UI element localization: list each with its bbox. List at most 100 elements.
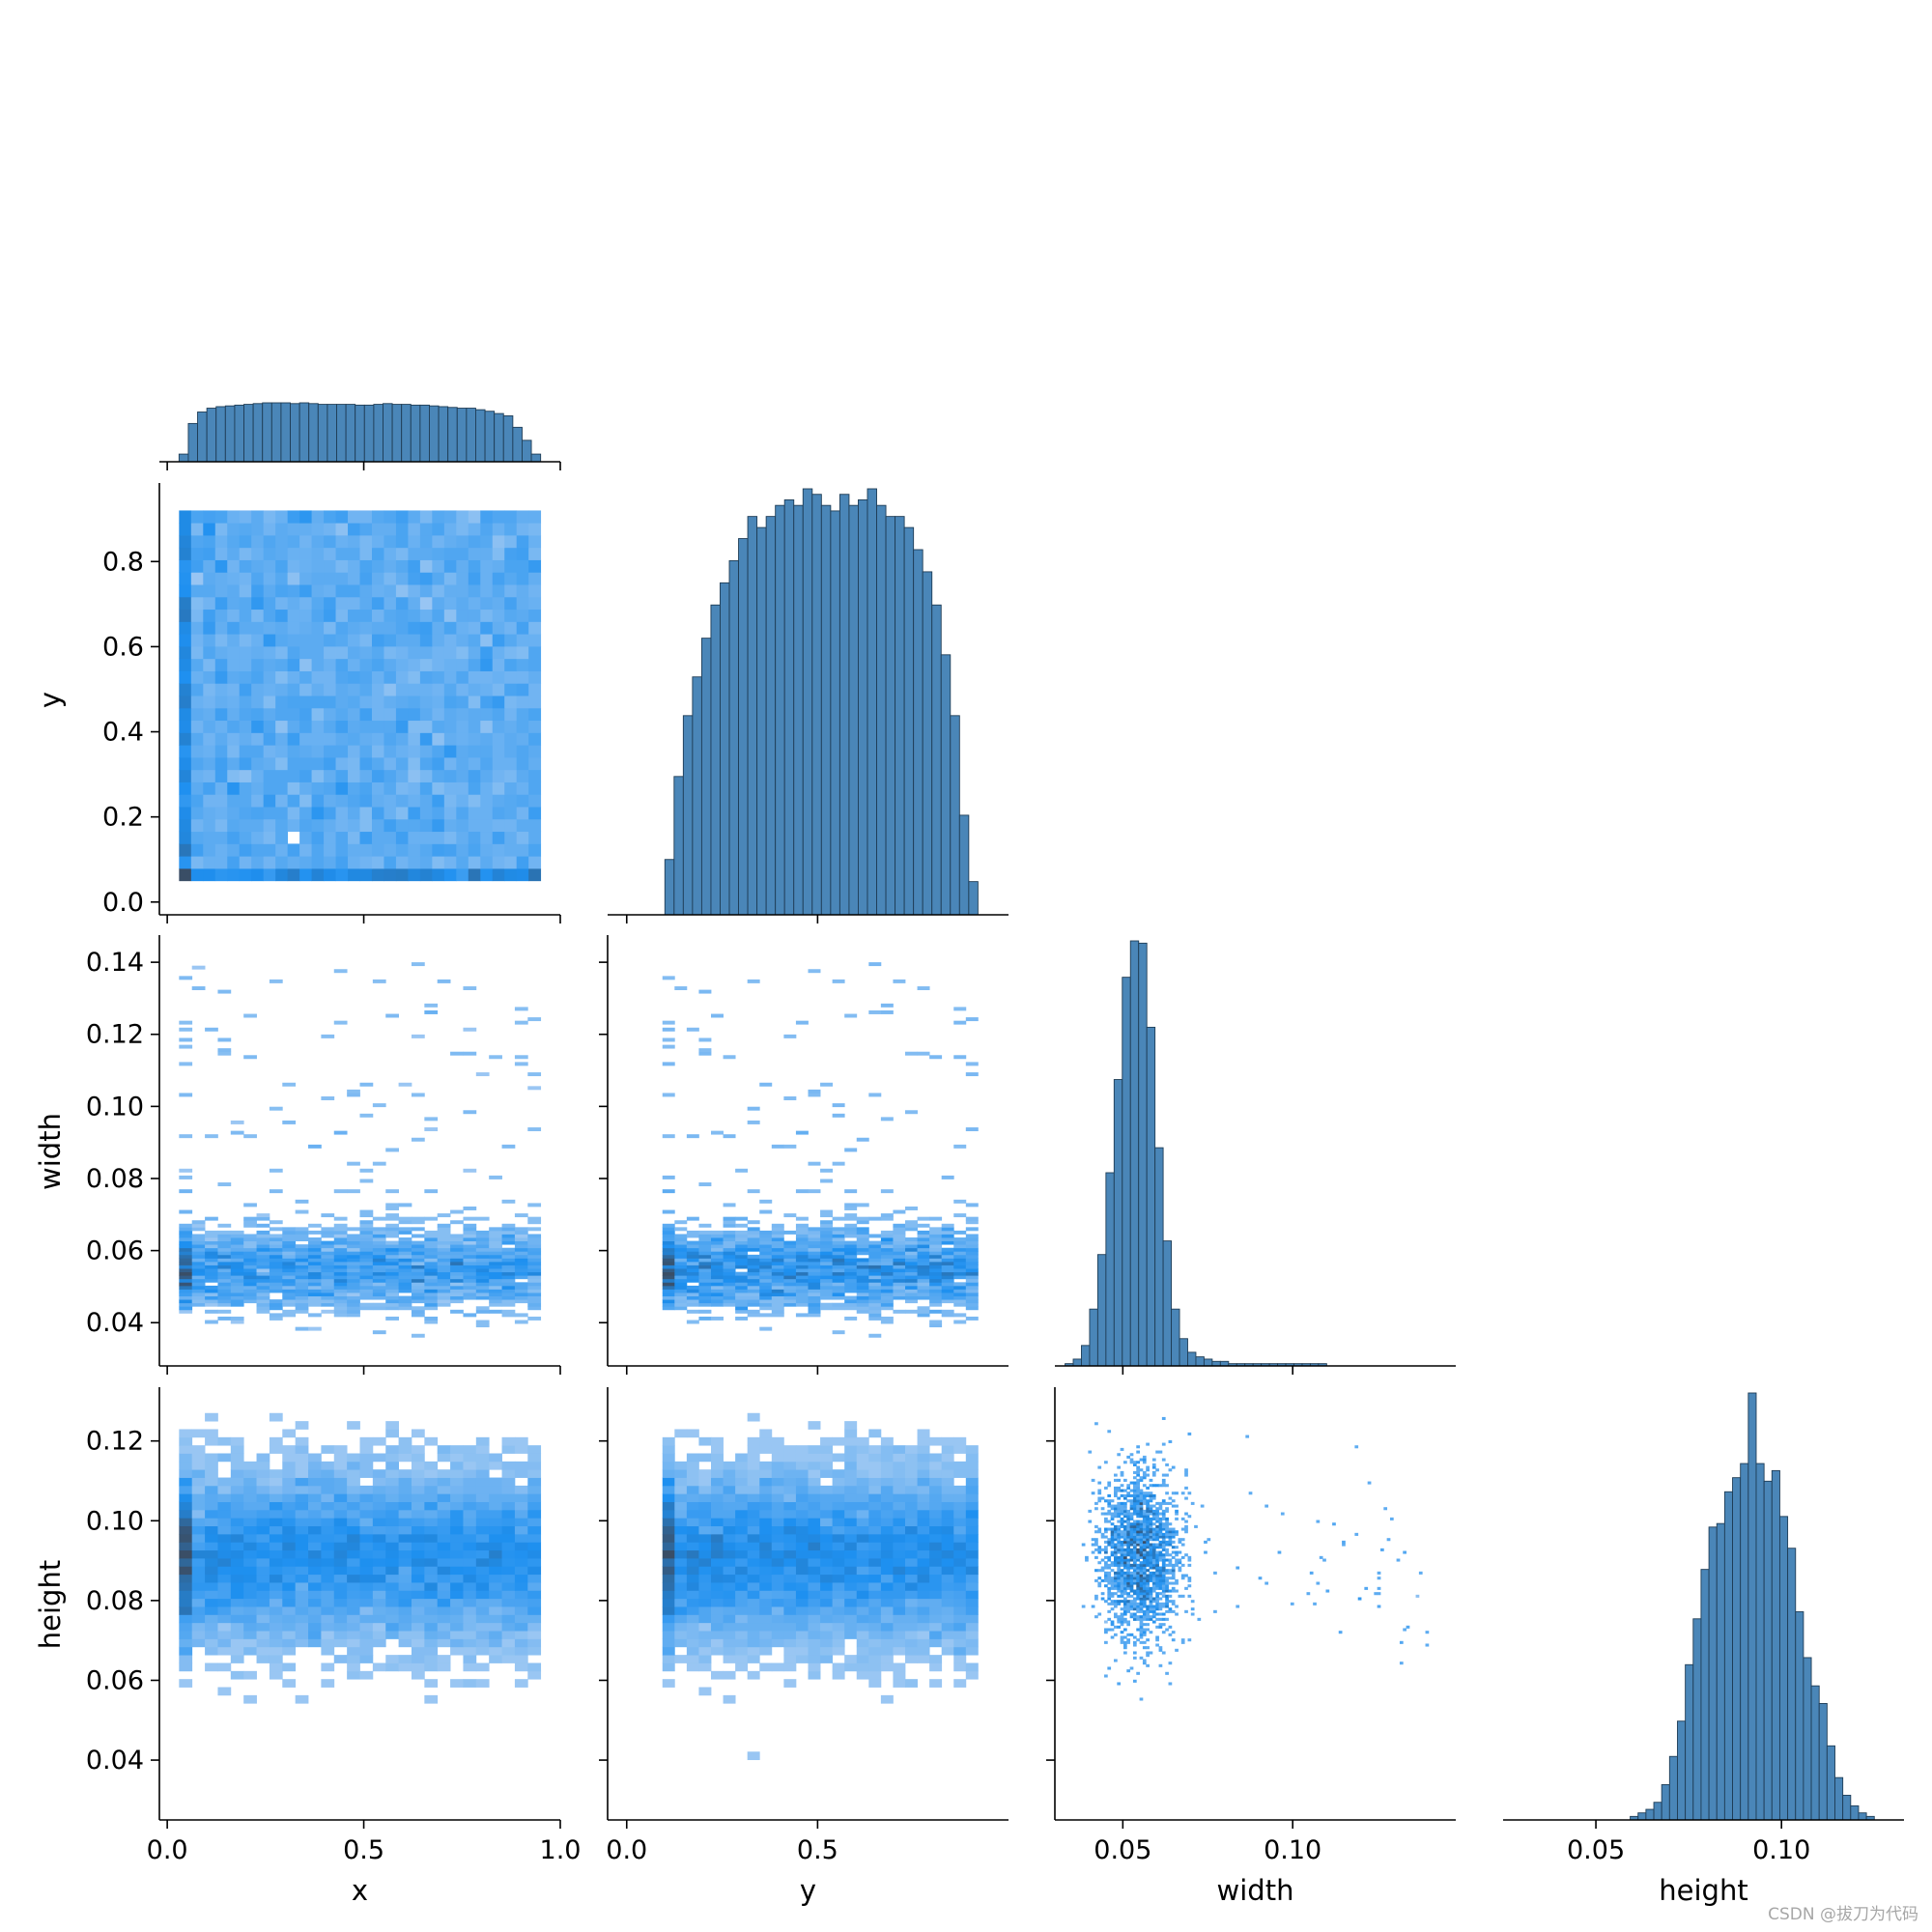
width-vs-height-cell <box>1142 1530 1147 1534</box>
x-vs-width-cell <box>205 1275 218 1280</box>
x-vs-height-cell <box>359 1445 374 1454</box>
x-vs-height-cell <box>463 1590 477 1600</box>
x-vs-height-cell <box>424 1477 439 1487</box>
x-vs-y-cell <box>408 781 421 795</box>
y-vs-height-cell <box>965 1542 979 1551</box>
x-vs-y-cell <box>227 547 241 560</box>
x-vs-height-cell <box>230 1670 244 1680</box>
y-vs-height-cell <box>905 1622 918 1632</box>
y-vs-height-cell <box>856 1445 869 1454</box>
y-vs-height-cell <box>783 1631 797 1639</box>
x-vs-width-cell <box>230 1268 244 1273</box>
x-vs-width-cell <box>179 1175 193 1179</box>
y-vs-width-cell <box>941 1254 954 1259</box>
x-vs-width-cell <box>463 986 477 991</box>
y-vs-height-cell <box>723 1493 736 1502</box>
y-vs-height-cell <box>917 1453 930 1463</box>
y-vs-height-cell <box>710 1614 724 1624</box>
x-vs-y-cell <box>299 658 312 671</box>
x-vs-y-cell <box>251 843 265 857</box>
x-vs-width-cell <box>527 1216 542 1221</box>
y-vs-width-cell <box>880 1009 894 1014</box>
x-vs-width-cell <box>437 1302 451 1307</box>
y-vs-height-cell <box>662 1477 675 1487</box>
x-vs-height-cell <box>527 1477 542 1487</box>
x-vs-y-cell <box>395 732 409 746</box>
x-vs-y-cell <box>324 523 336 536</box>
width-vs-height-cell <box>1142 1605 1147 1608</box>
x-vs-y-cell <box>408 559 421 573</box>
y-vs-width-cell <box>735 1251 749 1256</box>
y-vs-width-cell <box>832 1113 845 1118</box>
x-vs-width-cell <box>179 1230 193 1235</box>
x-hist-bar <box>373 404 384 463</box>
x-vs-height-cell <box>295 1590 309 1600</box>
x-vs-height-cell <box>372 1477 386 1487</box>
y-vs-width-cell <box>759 1275 773 1280</box>
x-vs-y-cell <box>395 634 409 647</box>
y-vs-height-cell <box>832 1542 845 1551</box>
y-vs-width-cell <box>735 1282 749 1287</box>
y-vs-height-cell <box>808 1542 821 1551</box>
y-vs-width-cell <box>759 1326 773 1331</box>
width-vs-height-cell <box>1094 1569 1098 1573</box>
x-vs-height-cell <box>308 1525 322 1535</box>
x-vs-height-cell <box>372 1485 386 1494</box>
y-vs-height-cell <box>856 1533 869 1543</box>
x-hist-bar <box>317 404 328 463</box>
y-vs-width-cell <box>662 1258 675 1263</box>
y-vs-width-cell <box>783 1247 797 1252</box>
x-vs-width-cell <box>256 1213 270 1218</box>
y-vs-height-cell <box>941 1574 954 1583</box>
y-vs-height-cell <box>893 1582 906 1591</box>
y-vs-width-cell <box>710 1240 724 1245</box>
x-vs-width-cell <box>527 1278 542 1283</box>
y-vs-width-cell <box>686 1289 699 1293</box>
y-vs-width-cell <box>965 1271 979 1276</box>
width-vs-height-cell <box>1122 1538 1127 1542</box>
width-vs-height-cell <box>1126 1571 1131 1575</box>
x-vs-width-cell <box>282 1282 297 1287</box>
y-vs-width-cell <box>868 1316 882 1321</box>
x-vs-y-cell <box>419 707 433 722</box>
y-vs-height-cell <box>662 1509 675 1519</box>
y-vs-height-cell <box>941 1525 954 1535</box>
x-vs-y-cell <box>408 831 421 844</box>
y-vs-width-cell <box>723 1247 736 1252</box>
y-vs-height-cell <box>929 1549 943 1559</box>
width-vs-height-cell <box>1129 1602 1134 1605</box>
width-hist-bar <box>1113 1079 1123 1367</box>
x-vs-height-cell <box>333 1477 348 1487</box>
y-vs-width-cell <box>808 1230 821 1235</box>
width-vs-height-cell <box>1151 1548 1156 1551</box>
x-vs-height-cell <box>450 1445 464 1454</box>
x-vs-width-cell <box>411 1275 425 1280</box>
y-vs-width-cell <box>710 1271 724 1276</box>
width-vs-height-cell <box>1168 1571 1173 1575</box>
width-vs-height-cell <box>1161 1571 1166 1575</box>
x-vs-height-cell <box>295 1542 309 1551</box>
width-vs-height-cell <box>1142 1546 1147 1549</box>
x-vs-height-cell <box>269 1493 283 1502</box>
y-vs-height-cell <box>844 1614 858 1624</box>
x-vs-width-cell <box>282 1234 297 1238</box>
width-vs-height-cell <box>1151 1522 1156 1526</box>
y-vs-height-cell <box>759 1566 773 1576</box>
width-vs-height-cell <box>1149 1563 1153 1567</box>
x-vs-height-cell <box>179 1549 193 1559</box>
x-vs-y-cell <box>504 572 518 585</box>
width-vs-height-cell <box>1161 1586 1166 1590</box>
x-vs-height-cell <box>514 1566 528 1576</box>
x-vs-height-cell <box>411 1638 425 1648</box>
y-vs-width-cell <box>686 1264 699 1269</box>
x-vs-height-cell <box>527 1574 542 1583</box>
width-vs-height-cell <box>1149 1589 1153 1593</box>
y-vs-height-cell <box>856 1638 869 1648</box>
x-vs-height-cell <box>489 1557 502 1567</box>
y-vs-height-cell <box>820 1574 834 1583</box>
width-vs-height-cell <box>1122 1635 1127 1639</box>
width-vs-height-cell <box>1142 1589 1147 1593</box>
y-vs-height-cell <box>674 1542 688 1551</box>
x-vs-y-cell <box>492 559 505 573</box>
y-vs-width-cell <box>662 1134 675 1139</box>
